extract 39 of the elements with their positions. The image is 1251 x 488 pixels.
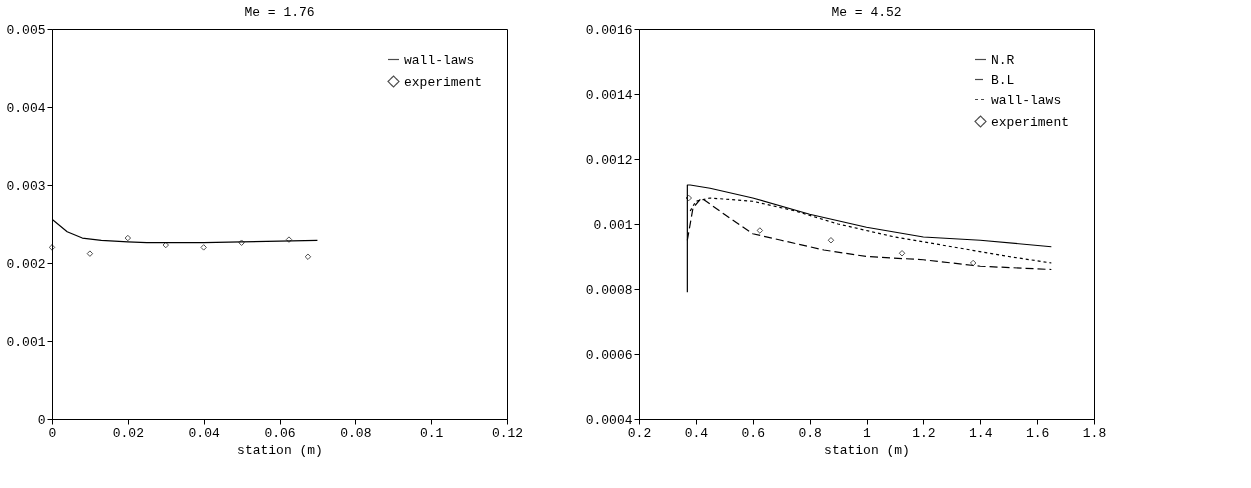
x-tick-label: 0.08 [340,425,372,441]
y-tick-label: 0.0012 [585,152,633,168]
y-tick-label: 0.0014 [585,87,633,103]
y-tick-label: 0 [37,412,46,428]
y-tick-label: 0.001 [593,217,633,233]
x-tick-label: 0.1 [419,425,444,441]
y-tick-label: 0.001 [6,334,46,350]
x-tick-label: 0.8 [798,425,822,441]
chart-title: Me = 1.76 [244,5,315,20]
x-axis-title: station (m) [237,442,323,458]
x-tick-label: 1.6 [1025,425,1050,441]
y-tick-label: 0.002 [6,256,46,272]
y-tick-label: 0.0008 [585,282,633,298]
x-tick-label: 0.04 [188,425,220,441]
y-tick-label: 0.003 [6,178,46,194]
y-tick-label: 0.0004 [585,412,633,428]
x-tick-label: 1 [863,425,872,441]
legend-label: B.L [991,72,1015,88]
x-tick-label: 1.4 [969,425,993,441]
y-tick-label: 0.0006 [585,347,633,363]
legend-label: wall-laws [991,92,1062,108]
y-tick-label: 0.004 [6,100,46,116]
x-tick-label: 0.6 [741,425,765,441]
legend-label: experiment [404,74,483,90]
legend-label: N.R [991,52,1015,68]
x-tick-label: 0.2 [627,425,652,441]
x-tick-label: 0 [48,425,57,441]
y-tick-label: 0.0016 [585,22,633,38]
x-tick-label: 1.8 [1082,425,1107,441]
y-tick-label: 0.005 [6,22,46,38]
x-tick-label: 1.2 [912,425,936,441]
x-tick-label: 0.4 [684,425,709,441]
chart-title: Me = 4.52 [831,5,902,20]
legend-label: wall-laws [404,52,475,68]
x-tick-label: 0.12 [491,425,524,441]
legend-label: experiment [991,114,1070,130]
x-axis-title: station (m) [824,442,910,458]
x-tick-label: 0.06 [264,425,296,441]
x-tick-label: 0.02 [112,425,144,441]
